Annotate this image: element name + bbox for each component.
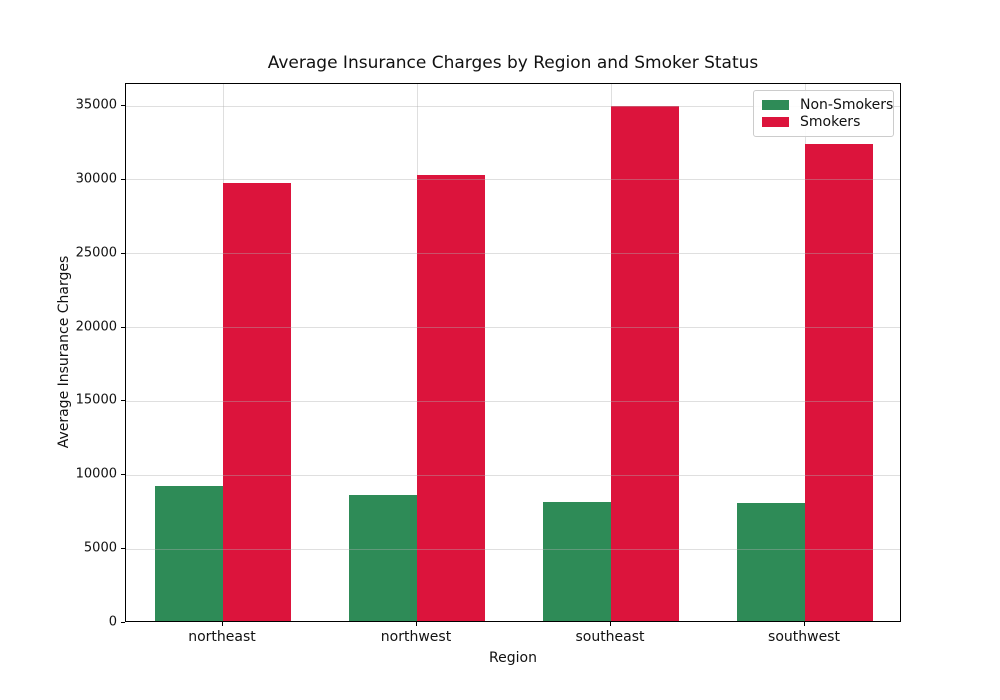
y-tick-label-15000: 15000 — [75, 392, 117, 408]
legend-label-smokers: Smokers — [800, 114, 861, 130]
non-smokers-swatch-icon — [762, 100, 789, 110]
bar-non-smokers-southeast — [543, 502, 611, 621]
bars-layer — [126, 84, 900, 621]
y-tick-mark-20000 — [121, 326, 125, 328]
y-tick-label-30000: 30000 — [75, 171, 117, 187]
y-tick-mark-25000 — [121, 252, 125, 254]
bar-smokers-southeast — [611, 106, 679, 621]
x-tick-label-southwest: southwest — [768, 629, 840, 645]
y-tick-labels: 0 5000 10000 15000 20000 25000 30000 35000 — [0, 83, 117, 630]
y-tick-label-35000: 35000 — [75, 97, 117, 113]
x-axis-label: Region — [489, 650, 537, 666]
legend-item-smokers: Smokers — [762, 114, 885, 130]
bar-smokers-northwest — [417, 175, 485, 621]
y-tick-mark-15000 — [121, 400, 125, 402]
bar-non-smokers-southwest — [737, 503, 805, 621]
chart-title: Average Insurance Charges by Region and … — [267, 53, 759, 73]
x-tick-mark-northeast — [222, 622, 223, 626]
smokers-swatch-icon — [762, 117, 789, 127]
x-tick-label-southeast: southeast — [575, 629, 645, 645]
y-tick-label-25000: 25000 — [75, 245, 117, 261]
y-tick-mark-30000 — [121, 178, 125, 180]
y-tick-mark-0 — [121, 622, 125, 623]
y-tick-label-0: 0 — [108, 614, 117, 630]
x-tick-label-northeast: northeast — [188, 629, 256, 645]
legend: Non-Smokers Smokers — [753, 90, 894, 137]
y-tick-mark-35000 — [121, 105, 125, 107]
y-tick-mark-5000 — [121, 548, 125, 550]
x-tick-mark-southeast — [610, 622, 611, 626]
x-tick-mark-southwest — [804, 622, 805, 626]
x-tick-label-northwest: northwest — [380, 629, 452, 645]
y-tick-label-5000: 5000 — [83, 540, 117, 556]
bar-smokers-southwest — [805, 144, 873, 621]
bar-non-smokers-northwest — [349, 495, 417, 621]
legend-item-non-smokers: Non-Smokers — [762, 97, 893, 113]
y-tick-mark-10000 — [121, 474, 125, 476]
legend-label-non-smokers: Non-Smokers — [800, 97, 894, 113]
y-tick-label-10000: 10000 — [75, 466, 117, 482]
y-tick-label-20000: 20000 — [75, 319, 117, 335]
plot-area — [125, 83, 901, 622]
bar-smokers-northeast — [223, 183, 291, 621]
bar-non-smokers-northeast — [155, 486, 223, 621]
x-tick-mark-northwest — [416, 622, 417, 626]
